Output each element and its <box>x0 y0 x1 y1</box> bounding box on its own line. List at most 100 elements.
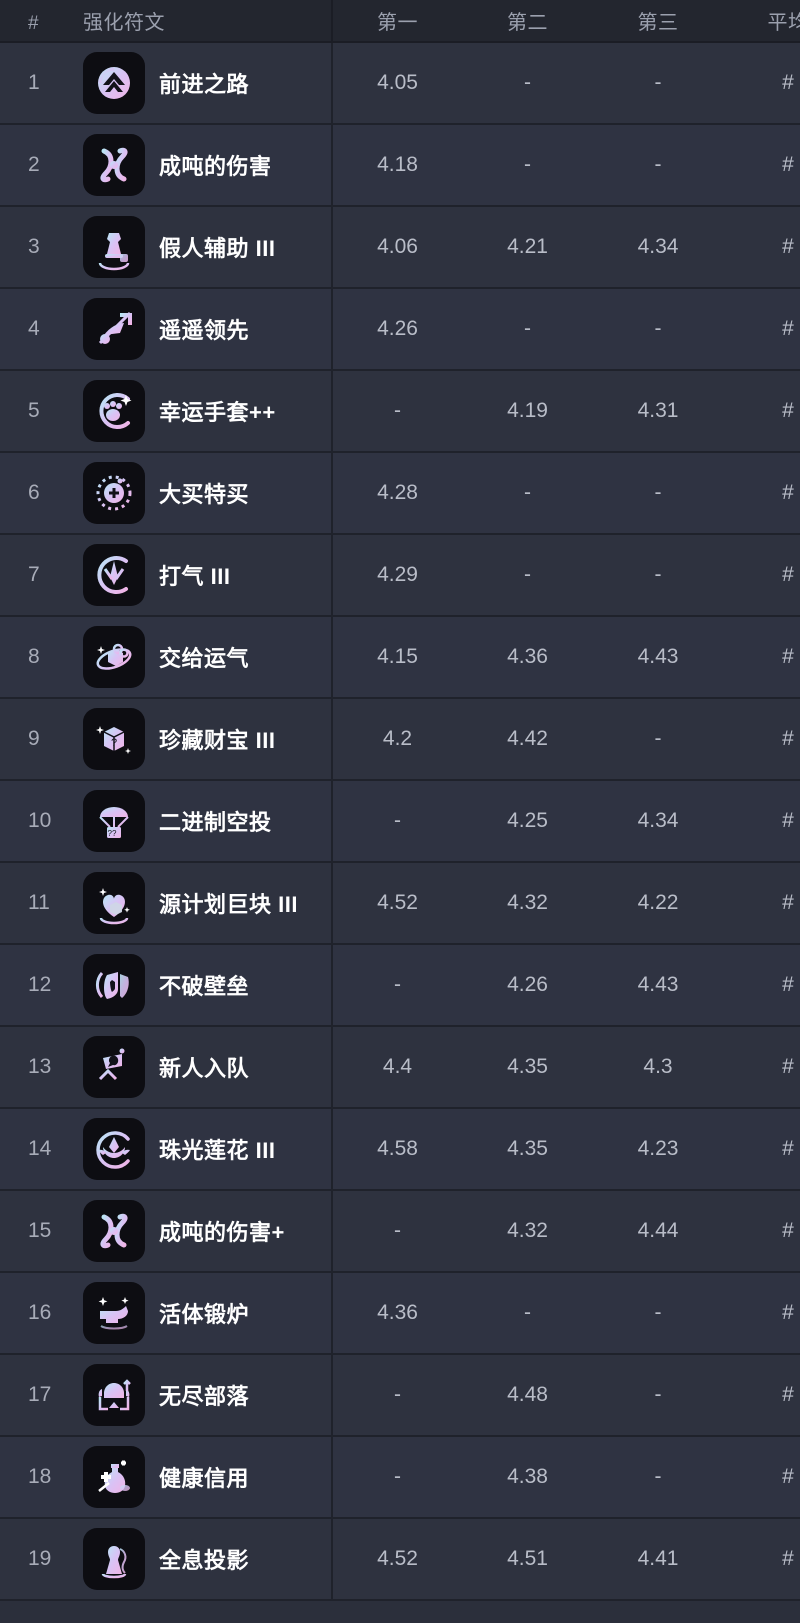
row-rune-cell[interactable]: 源计划巨块 III <box>75 862 333 945</box>
row-rank: 18 <box>0 1436 75 1519</box>
row-first-value: 4.18 <box>332 124 462 207</box>
rune-name-group: 源计划巨块 III <box>83 872 331 934</box>
row-second-value: - <box>462 452 593 535</box>
row-second-value: 4.35 <box>462 1026 593 1109</box>
rune-name-label: 幸运手套++ <box>159 400 276 425</box>
rune-name-group: 活体锻炉 <box>83 1282 331 1344</box>
row-average-value: # <box>723 534 800 617</box>
row-rune-cell[interactable]: 活体锻炉 <box>75 1272 333 1355</box>
rune-name-label: 新人入队 <box>159 1056 250 1081</box>
row-rune-cell[interactable]: 珠光莲花 III <box>75 1108 333 1191</box>
rune-name-group: 健康信用 <box>83 1446 331 1508</box>
row-rank: 17 <box>0 1354 75 1437</box>
row-third-value: - <box>593 698 723 781</box>
row-rune-cell[interactable]: 不破壁垒 <box>75 944 333 1027</box>
swirl-damage-icon <box>83 134 145 196</box>
row-rune-cell[interactable]: 无尽部落 <box>75 1354 333 1437</box>
column-header-rank[interactable]: # <box>0 0 75 43</box>
row-rune-cell[interactable]: 遥遥领先 <box>75 288 333 371</box>
column-header-third[interactable]: 第三 <box>593 0 723 43</box>
row-second-value: 4.32 <box>462 1190 593 1273</box>
row-rune-cell[interactable]: 成吨的伤害+ <box>75 1190 333 1273</box>
banner-recruit-icon <box>83 1036 145 1098</box>
row-rune-cell[interactable]: 假人辅助 III <box>75 206 333 289</box>
row-third-value: - <box>593 534 723 617</box>
row-second-value: 4.35 <box>462 1108 593 1191</box>
row-rank: 14 <box>0 1108 75 1191</box>
row-second-value: 4.19 <box>462 370 593 453</box>
table-header: # 强化符文 第一 第二 第三 平均 # <box>0 0 800 43</box>
svg-text:?: ? <box>111 737 117 749</box>
column-header-average[interactable]: 平均 <box>723 0 800 43</box>
rune-name-label: 二进制空投 <box>159 810 272 835</box>
rune-name-label: 前进之路 <box>159 72 250 97</box>
rune-name-group: 全息投影 <box>83 1528 331 1590</box>
rune-name-group: 珠光莲花 III <box>83 1118 331 1180</box>
column-header-first[interactable]: 第一 <box>332 0 462 43</box>
row-rune-cell[interactable]: 大买特买 <box>75 452 333 535</box>
row-third-value: - <box>593 1354 723 1437</box>
row-average-value: # <box>723 944 800 1027</box>
row-rune-cell[interactable]: 健康信用 <box>75 1436 333 1519</box>
row-average-value: # <box>723 1436 800 1519</box>
double-shield-icon <box>83 954 145 1016</box>
tribe-helm-icon <box>83 1364 145 1426</box>
lotus-gem-icon <box>83 1118 145 1180</box>
row-average-value: # <box>723 206 800 289</box>
row-rune-cell[interactable]: 全息投影 <box>75 1518 333 1601</box>
row-third-value: 4.43 <box>593 616 723 699</box>
row-third-value: - <box>593 124 723 207</box>
row-average-value: # <box>723 1190 800 1273</box>
table-row[interactable]: 10??二进制空投-4.254.34## <box>0 780 800 863</box>
row-rune-cell[interactable]: 打气 III <box>75 534 333 617</box>
row-rune-cell[interactable]: 新人入队 <box>75 1026 333 1109</box>
row-rune-cell[interactable]: ? 珍藏财宝 III <box>75 698 333 781</box>
row-third-value: - <box>593 288 723 371</box>
row-third-value: 4.23 <box>593 1108 723 1191</box>
row-average-value: # <box>723 42 800 125</box>
row-rune-cell[interactable]: ?? 二进制空投 <box>75 780 333 863</box>
rune-name-group: 无尽部落 <box>83 1364 331 1426</box>
row-first-value: - <box>332 944 462 1027</box>
row-rune-cell[interactable]: 交给运气 <box>75 616 333 699</box>
row-third-value: 4.22 <box>593 862 723 945</box>
row-first-value: 4.29 <box>332 534 462 617</box>
row-first-value: - <box>332 370 462 453</box>
rune-name-group: 假人辅助 III <box>83 216 331 278</box>
row-average-value: # <box>723 1354 800 1437</box>
row-first-value: 4.15 <box>332 616 462 699</box>
row-rune-cell[interactable]: 幸运手套++ <box>75 370 333 453</box>
column-header-name[interactable]: 强化符文 <box>75 0 333 43</box>
row-second-value: 4.42 <box>462 698 593 781</box>
row-rune-cell[interactable]: 成吨的伤害 <box>75 124 333 207</box>
row-rune-cell[interactable]: 前进之路 <box>75 42 333 125</box>
rune-name-label: 遥遥领先 <box>159 318 250 343</box>
row-third-value: 4.3 <box>593 1026 723 1109</box>
row-average-value: # <box>723 1272 800 1355</box>
rune-name-label: 交给运气 <box>159 646 250 671</box>
row-first-value: 4.52 <box>332 862 462 945</box>
column-header-second[interactable]: 第二 <box>462 0 593 43</box>
row-rank: 10 <box>0 780 75 863</box>
row-average-value: # <box>723 1108 800 1191</box>
